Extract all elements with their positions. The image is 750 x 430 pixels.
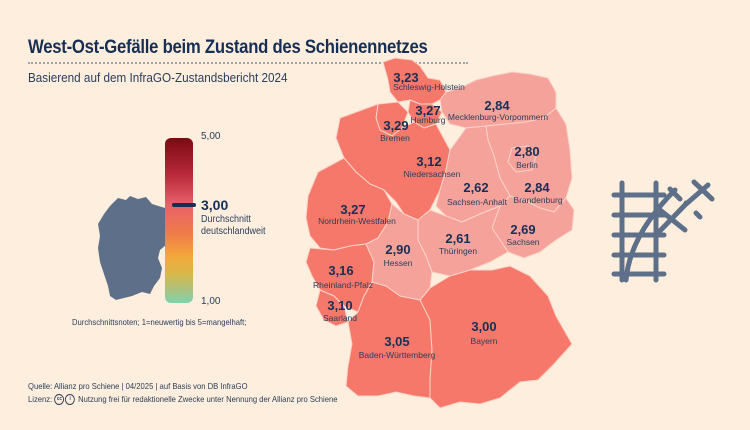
- name-hessen: Hessen: [384, 258, 413, 268]
- name-sachsen: Sachsen: [506, 237, 539, 247]
- average-value: 3,00: [201, 197, 229, 213]
- state-bayern[interactable]: [419, 265, 573, 409]
- average-label: Durchschnitt deutschlandweit: [201, 214, 266, 238]
- state-mecklenburg-vorpommern[interactable]: [439, 71, 557, 129]
- average-marker: [172, 203, 196, 207]
- value-rheinland-pfalz: 3,16: [328, 263, 353, 278]
- name-berlin: Berlin: [516, 160, 538, 170]
- state-berlin[interactable]: [507, 145, 537, 173]
- railway-switch-icon: [611, 179, 715, 283]
- cc-by-icon: i: [65, 394, 76, 406]
- name-nrw: Nordrhein-Westfalen: [318, 216, 396, 226]
- value-sachsen-anhalt: 2,62: [463, 180, 488, 195]
- scale-min-label: 1,00: [201, 296, 221, 307]
- name-sachsen-anhalt: Sachsen-Anhalt: [447, 197, 508, 207]
- name-bremen: Bremen: [380, 133, 410, 143]
- value-schleswig-holstein: 3,23: [393, 70, 418, 85]
- name-mv: Mecklenburg-Vorpommern: [448, 112, 548, 122]
- name-rheinland-pfalz: Rheinland-Pfalz: [313, 280, 373, 290]
- license-text: Nutzung frei für redaktionelle Zwecke un…: [78, 394, 338, 404]
- value-mv: 2,84: [484, 98, 510, 113]
- average-label-line2: deutschlandweit: [201, 226, 266, 237]
- name-schleswig-holstein: Schleswig-Holstein: [393, 82, 465, 92]
- state-hessen[interactable]: [365, 203, 433, 301]
- name-niedersachsen: Niedersachsen: [404, 169, 461, 179]
- title-divider: [28, 62, 468, 64]
- license-line: Lizenz: cc i Nutzung frei für redaktionel…: [28, 394, 338, 406]
- scale-max-label: 5,00: [201, 131, 221, 142]
- average-label-line1: Durchschnitt: [201, 214, 252, 225]
- scale-note: Durchschnittsnoten; 1=neuwertig bis 5=ma…: [72, 317, 247, 327]
- value-saarland: 3,10: [327, 298, 352, 313]
- value-nrw: 3,27: [340, 202, 365, 217]
- license-label: Lizenz:: [28, 394, 53, 404]
- state-saarland[interactable]: [315, 289, 349, 327]
- value-hessen: 2,90: [385, 242, 410, 257]
- value-bayern: 3,00: [471, 319, 496, 334]
- value-thueringen: 2,61: [445, 231, 470, 246]
- page-title: West-Ost-Gefälle beim Zustand des Schien…: [28, 37, 428, 58]
- value-baden-wuerttemberg: 3,05: [384, 334, 409, 349]
- value-brandenburg: 2,84: [524, 180, 550, 195]
- name-hamburg: Hamburg: [411, 115, 446, 125]
- name-brandenburg: Brandenburg: [513, 195, 562, 205]
- name-baden-wuerttemberg: Baden-Württemberg: [359, 350, 436, 360]
- page-subtitle: Basierend auf dem InfraGO-Zustandsberich…: [28, 70, 288, 85]
- value-bremen: 3,29: [383, 118, 408, 133]
- name-thueringen: Thüringen: [439, 246, 478, 256]
- cc-icon: cc: [54, 394, 65, 406]
- value-niedersachsen: 3,12: [416, 154, 441, 169]
- value-berlin: 2,80: [514, 144, 539, 159]
- value-sachsen: 2,69: [510, 222, 535, 237]
- state-labels: 3,23 Schleswig-Holstein 3,27 Hamburg 2,8…: [313, 70, 563, 360]
- color-scale-bar: [165, 138, 193, 303]
- name-bayern: Bayern: [471, 336, 498, 346]
- name-saarland: Saarland: [323, 313, 357, 323]
- source-line: Quelle: Allianz pro Schiene | 04/2025 | …: [28, 381, 248, 391]
- value-hamburg: 3,27: [415, 103, 440, 118]
